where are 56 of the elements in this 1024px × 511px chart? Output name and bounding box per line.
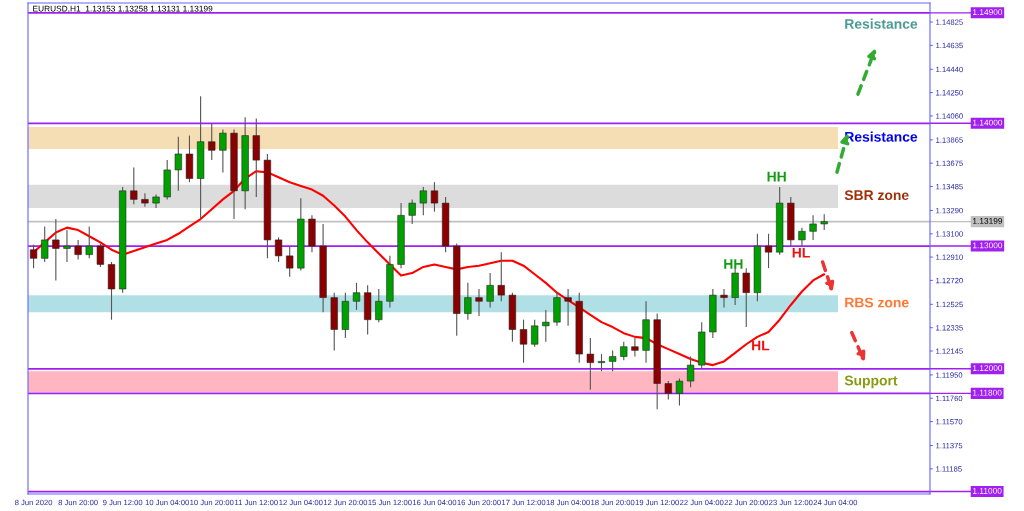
candlestick bbox=[430, 181, 439, 213]
ref-line-label: 1.13000 bbox=[973, 242, 1003, 249]
candlestick bbox=[542, 309, 550, 343]
candlestick bbox=[675, 378, 684, 407]
candlestick bbox=[564, 288, 572, 327]
band-label: SBR zone bbox=[844, 190, 909, 201]
candlestick bbox=[686, 355, 695, 388]
ref-line-label: 1.13199 bbox=[973, 217, 1003, 224]
candlestick bbox=[41, 225, 49, 263]
candlestick bbox=[475, 288, 483, 317]
band-label: Resistance bbox=[845, 131, 918, 142]
candlestick bbox=[52, 218, 60, 281]
ref-line-label: 1.12000 bbox=[973, 365, 1003, 372]
candlestick bbox=[130, 166, 138, 205]
candlestick bbox=[419, 186, 427, 216]
candlestick bbox=[85, 225, 93, 259]
candlestick bbox=[809, 214, 817, 241]
candlestick bbox=[464, 282, 472, 321]
candlestick bbox=[408, 198, 416, 225]
candlestick bbox=[497, 251, 505, 302]
candlestick bbox=[208, 122, 216, 161]
candlestick bbox=[486, 272, 494, 308]
ref-line-label: 1.11800 bbox=[973, 389, 1002, 396]
annotation: HL bbox=[792, 247, 810, 258]
annotation: EURUSD,H1 1.13153 1.13258 1.13131 1.13199 bbox=[33, 5, 213, 13]
candlestick bbox=[352, 282, 361, 311]
candlestick bbox=[29, 244, 38, 269]
candlestick bbox=[274, 236, 283, 263]
candlestick bbox=[96, 243, 104, 268]
annotation: HH bbox=[724, 259, 743, 269]
candlestick bbox=[609, 349, 617, 372]
annotation: Resistance bbox=[845, 18, 918, 29]
ref-line-label: 1.11000 bbox=[973, 487, 1002, 494]
candlestick bbox=[531, 319, 539, 348]
candlestick bbox=[141, 192, 149, 208]
candlestick bbox=[174, 136, 182, 192]
candlestick bbox=[375, 288, 383, 323]
band-label: Support bbox=[844, 375, 898, 389]
candlestick bbox=[620, 341, 628, 361]
candlestick bbox=[742, 267, 750, 328]
candlestick bbox=[74, 239, 82, 261]
candlestick bbox=[631, 337, 639, 358]
candlestick bbox=[720, 288, 728, 308]
band-label: RBS zone bbox=[845, 297, 909, 308]
candlestick bbox=[798, 227, 806, 247]
ref-line-label: 1.14900 bbox=[973, 9, 1003, 16]
candlestick bbox=[764, 233, 773, 269]
candlestick bbox=[219, 128, 227, 173]
candlestick bbox=[63, 229, 71, 263]
candlestick bbox=[586, 337, 594, 391]
annotation: HH bbox=[767, 171, 786, 182]
candlestick bbox=[519, 319, 528, 364]
ref-line-label: 1.14000 bbox=[973, 119, 1003, 126]
candlestick bbox=[286, 245, 294, 278]
candlestick bbox=[664, 380, 672, 401]
annotation: HL bbox=[752, 340, 770, 351]
